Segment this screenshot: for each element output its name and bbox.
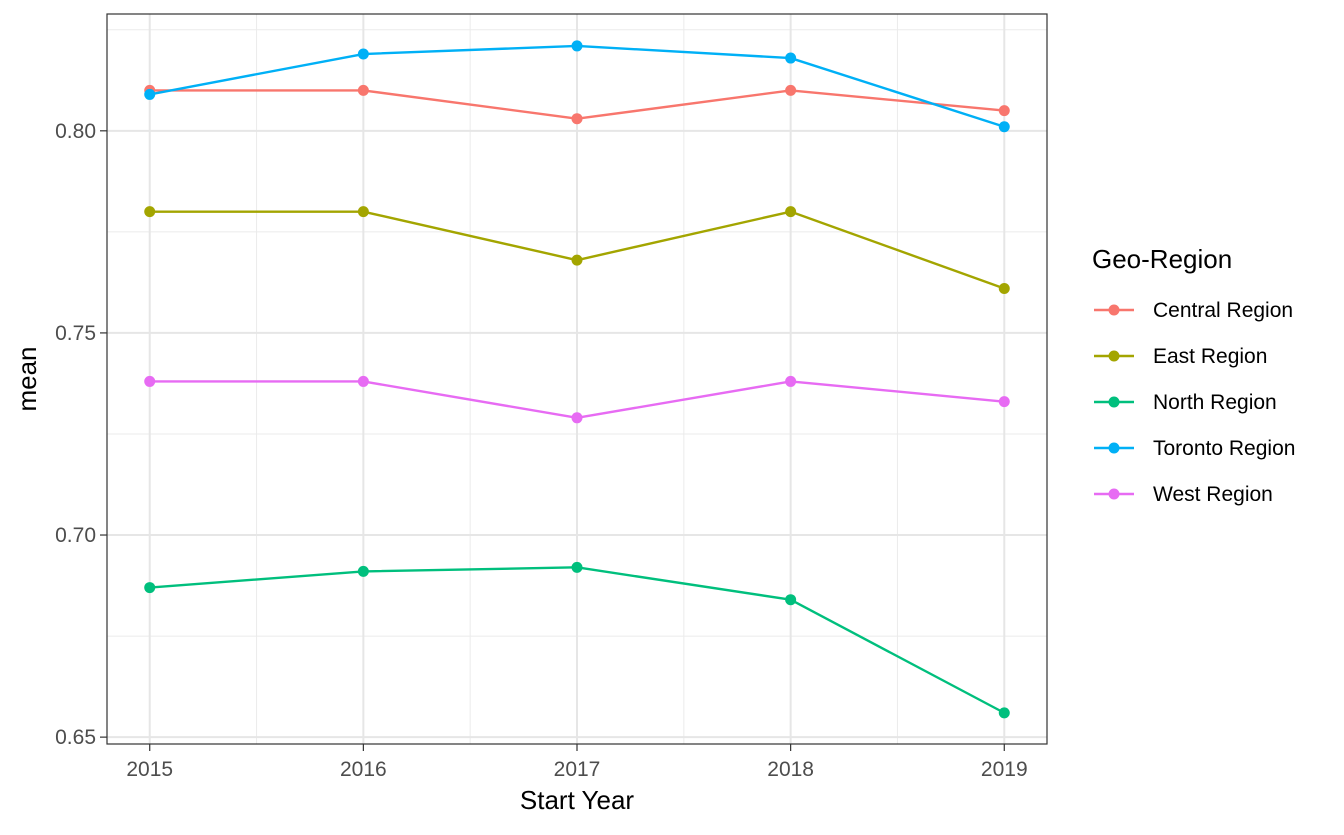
data-point	[785, 52, 797, 64]
data-point	[785, 594, 797, 606]
x-tick-label: 2018	[767, 758, 814, 781]
data-point	[785, 84, 797, 96]
legend-key-point	[1108, 350, 1120, 362]
series-east-region	[144, 206, 1010, 294]
x-tick-label: 2016	[340, 758, 387, 781]
data-point	[357, 48, 369, 60]
y-tick-label: 0.70	[55, 524, 96, 547]
legend: Geo-Region Central Region East Region Nort…	[1092, 244, 1295, 506]
data-point	[144, 206, 156, 218]
legend-item: West Region	[1094, 483, 1273, 506]
y-tick-label: 0.80	[55, 120, 96, 143]
legend-key-point	[1108, 304, 1120, 316]
legend-label: West Region	[1153, 483, 1273, 506]
grid-layer	[107, 14, 1047, 744]
y-tick-label: 0.75	[55, 322, 96, 345]
data-point	[357, 375, 369, 387]
legend-item: North Region	[1094, 391, 1277, 414]
data-point	[785, 206, 797, 218]
x-tick-label: 2019	[981, 758, 1028, 781]
legend-title: Geo-Region	[1092, 244, 1232, 274]
data-point	[144, 88, 156, 100]
data-point	[357, 565, 369, 577]
legend-item: Central Region	[1094, 299, 1293, 322]
series-west-region	[144, 375, 1010, 424]
legend-label: Central Region	[1153, 299, 1293, 322]
data-point	[785, 375, 797, 387]
data-point	[571, 40, 583, 52]
legend-key-point	[1108, 488, 1120, 500]
x-tick-label: 2017	[554, 758, 601, 781]
legend-label: East Region	[1153, 345, 1267, 368]
legend-label: North Region	[1153, 391, 1277, 414]
data-point	[571, 561, 583, 573]
data-point	[357, 84, 369, 96]
legend-label: Toronto Region	[1153, 437, 1295, 460]
data-point	[144, 582, 156, 594]
x-tick-label: 2015	[126, 758, 173, 781]
legend-key-point	[1108, 396, 1120, 408]
series-toronto-region	[144, 40, 1010, 133]
axis-layer: 2015 2016 2017 2018 2019 0.65 0.70 0.75 0.80	[55, 120, 1028, 781]
data-point	[571, 113, 583, 125]
data-point	[998, 282, 1010, 294]
y-tick-label: 0.65	[55, 726, 96, 749]
x-axis-title: Start Year	[520, 785, 635, 815]
legend-item: Toronto Region	[1094, 437, 1295, 460]
data-point	[998, 105, 1010, 117]
data-point	[144, 375, 156, 387]
data-point	[998, 121, 1010, 133]
data-point	[571, 254, 583, 266]
series-north-region	[144, 561, 1010, 719]
data-point	[357, 206, 369, 218]
data-point	[998, 707, 1010, 719]
legend-item: East Region	[1094, 345, 1267, 368]
data-point	[571, 412, 583, 424]
y-axis-title: mean	[12, 346, 42, 411]
legend-key-point	[1108, 442, 1120, 454]
data-point	[998, 396, 1010, 408]
series-layer	[144, 40, 1010, 719]
